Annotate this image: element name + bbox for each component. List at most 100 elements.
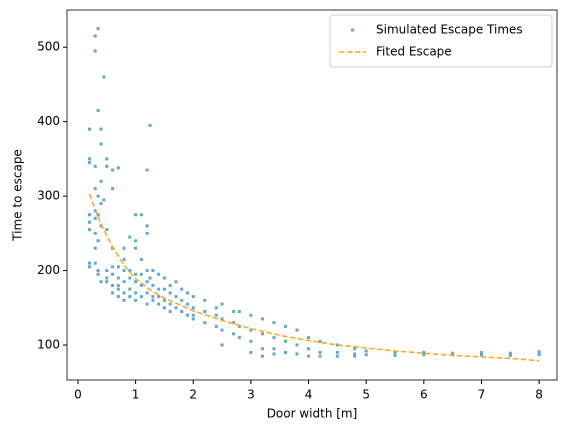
y-tick-label: 100 [37, 338, 60, 352]
legend-label: Simulated Escape Times [376, 23, 523, 37]
scatter-point [249, 328, 253, 332]
scatter-point [105, 228, 109, 232]
scatter-point [168, 302, 172, 306]
scatter-point [134, 280, 138, 284]
scatter-point [93, 246, 97, 250]
scatter-point [307, 347, 311, 351]
scatter-point [220, 302, 224, 306]
scatter-point [422, 353, 426, 357]
scatter-point [272, 321, 276, 325]
scatter-point [145, 168, 149, 172]
scatter-point [116, 295, 120, 299]
scatter-point [87, 228, 91, 232]
scatter-point [128, 276, 132, 280]
scatter-point [145, 224, 149, 228]
scatter-point [87, 127, 91, 131]
scatter-point [105, 157, 109, 161]
scatter-point [220, 343, 224, 347]
scatter-point [168, 291, 172, 295]
scatter-point [96, 272, 100, 276]
scatter-point [307, 336, 311, 340]
scatter-point [96, 269, 100, 273]
scatter-point [283, 350, 287, 354]
scatter-point [508, 351, 512, 355]
scatter-point [318, 339, 322, 343]
scatter-point [203, 321, 207, 325]
scatter-point [96, 27, 100, 31]
scatter-point [99, 142, 103, 146]
scatter-point [105, 164, 109, 168]
scatter-point [168, 310, 172, 314]
scatter-point [180, 298, 184, 302]
scatter-point [307, 354, 311, 358]
scatter-point [105, 276, 109, 280]
legend-marker [351, 28, 354, 32]
scatter-point [128, 269, 132, 273]
scatter-point [272, 352, 276, 356]
scatter-point [185, 291, 189, 295]
plot-frame [66, 9, 558, 381]
scatter-point [148, 123, 152, 127]
scatter-point [295, 328, 299, 332]
scatter-point [102, 198, 106, 202]
scatter-point [93, 34, 97, 38]
x-tick-label: 6 [420, 388, 428, 402]
scatter-point [145, 231, 149, 235]
scatter-point [105, 280, 109, 284]
scatter-point [151, 283, 155, 287]
scatter-point [168, 283, 172, 287]
scatter-point [318, 350, 322, 354]
scatter-point [145, 280, 149, 284]
scatter-point [364, 349, 368, 353]
scatter-point [335, 354, 339, 358]
scatter-point [128, 235, 132, 239]
scatter-point [157, 287, 161, 291]
scatter-point [122, 269, 126, 273]
scatter-point [87, 213, 91, 217]
x-tick-label: 8 [535, 388, 543, 402]
scatter-point [134, 291, 138, 295]
scatter-point [96, 194, 100, 198]
scatter-point [353, 354, 357, 358]
scatter-point [180, 310, 184, 314]
scatter-point [139, 295, 143, 299]
scatter-point [116, 283, 120, 287]
scatter-point [116, 276, 120, 280]
scatter-point [162, 287, 166, 291]
fit-line [88, 193, 540, 362]
scatter-point [145, 269, 149, 273]
scatter-point [180, 287, 184, 291]
scatter-point [191, 295, 195, 299]
scatter-point [105, 269, 109, 273]
scatter-point [220, 317, 224, 321]
scatter-point [116, 287, 120, 291]
scatter-point [393, 353, 397, 357]
scatter-point [102, 75, 106, 79]
scatter-point [111, 187, 115, 191]
scatter-point [111, 168, 115, 172]
scatter-point [87, 161, 91, 165]
scatter-point [422, 350, 426, 354]
scatter-point [99, 127, 103, 131]
scatter-point [157, 295, 161, 299]
scatter-point [134, 246, 138, 250]
scatter-point [116, 166, 120, 170]
scatter-point [134, 272, 138, 276]
scatter-point [116, 265, 120, 269]
scatter-point [111, 291, 115, 295]
scatter-point [295, 343, 299, 347]
scatter-point [122, 291, 126, 295]
scatter-point [122, 257, 126, 261]
scatter-point [87, 265, 91, 269]
x-tick-label: 7 [478, 388, 486, 402]
scatter-point [214, 324, 218, 328]
scatter-point [249, 339, 253, 343]
scatter-point [162, 306, 166, 310]
scatter-point [93, 231, 97, 235]
scatter-point [96, 213, 100, 217]
scatter-point [139, 257, 143, 261]
scatter-point [283, 339, 287, 343]
scatter-point [295, 352, 299, 356]
scatter-point [191, 306, 195, 310]
scatter-point [99, 202, 103, 206]
